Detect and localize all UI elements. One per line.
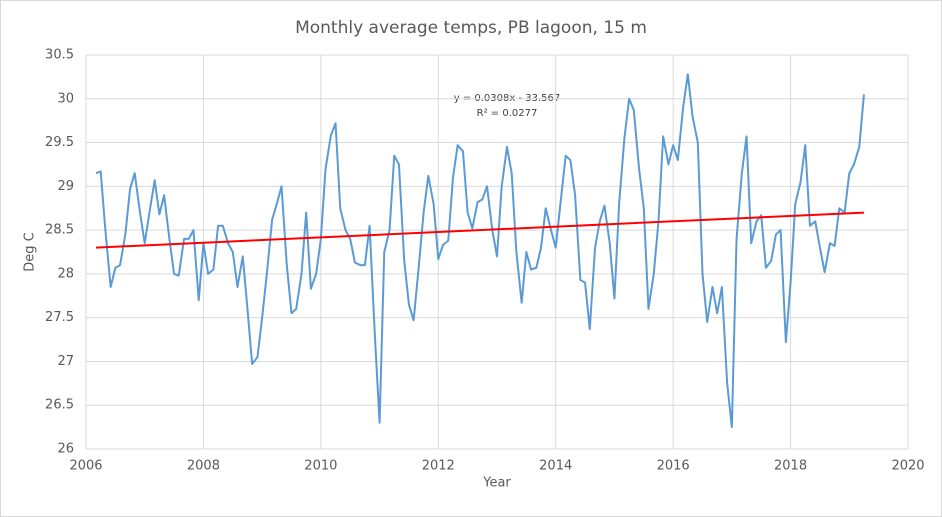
data-line [95,73,865,429]
x-tick-label: 2014 [539,459,572,474]
trend-r-squared: R² = 0.0277 [477,108,538,119]
chart-title: Monthly average temps, PB lagoon, 15 m [295,18,647,38]
x-tick-label: 2006 [69,459,102,474]
y-tick-label: 26.5 [45,398,74,413]
y-tick-label: 27.5 [45,310,74,325]
x-axis-label: Year [482,476,511,491]
x-tick-label: 2020 [891,459,924,474]
x-tick-label: 2016 [657,459,690,474]
x-tick-label: 2008 [187,459,220,474]
y-tick-label: 29 [57,179,74,194]
x-tick-label: 2018 [774,459,807,474]
x-tick-label: 2012 [422,459,455,474]
y-tick-label: 28 [57,266,74,281]
y-tick-label: 27 [57,354,74,369]
y-axis-label: Deg C [23,232,38,271]
x-tick-label: 2010 [304,459,337,474]
trend-line [95,211,865,249]
y-tick-label: 29.5 [45,135,74,150]
y-tick-label: 28.5 [45,223,74,238]
y-tick-label: 30.5 [45,48,74,63]
y-tick-label: 26 [57,442,74,457]
y-tick-label: 30 [57,91,74,106]
